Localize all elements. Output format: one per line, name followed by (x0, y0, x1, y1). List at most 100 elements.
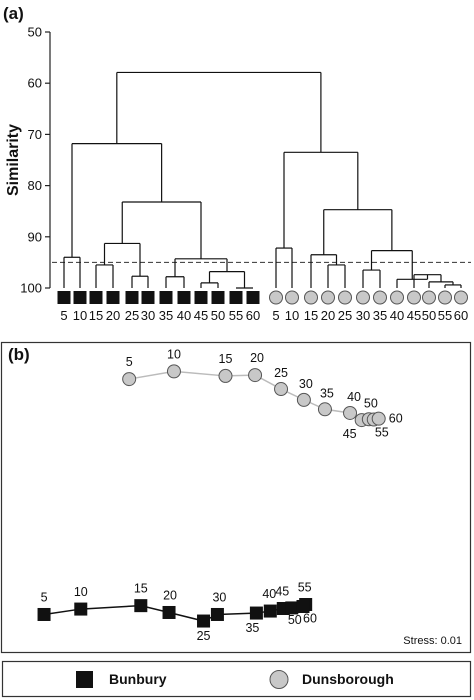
stress-annotation: Stress: 0.01 (403, 635, 462, 647)
leaf-label: 25 (338, 308, 352, 323)
dunsborough-point (296, 392, 311, 407)
dunsborough-point (274, 382, 289, 397)
y-tick-label: 90 (28, 229, 42, 244)
leaf-marker-dunsborough (422, 290, 436, 305)
bunbury-point-label: 60 (303, 612, 317, 626)
dunsborough-point (317, 402, 332, 417)
dunsborough-point (343, 405, 358, 420)
dunsborough-point (122, 372, 137, 387)
leaf-label: 15 (304, 308, 318, 323)
bunbury-point (197, 614, 211, 628)
bunbury-point-label: 50 (288, 613, 302, 627)
leaf-marker-dunsborough (373, 290, 387, 305)
leaf-label: 35 (373, 308, 387, 323)
leaf-marker-dunsborough (454, 290, 468, 305)
bunbury-point-label: 10 (74, 585, 88, 599)
leaf-label: 60 (246, 308, 260, 323)
ordination-frame (0, 341, 472, 654)
y-tick-label: 80 (28, 178, 42, 193)
bunbury-point (285, 601, 299, 615)
bunbury-point (37, 607, 51, 621)
bunbury-point (296, 600, 310, 613)
leaf-label: 30 (141, 308, 155, 323)
bunbury-point-label: 35 (245, 621, 259, 635)
leaf-marker-dunsborough (390, 290, 404, 305)
leaf-label: 15 (89, 308, 103, 323)
bunbury-point-label: 55 (298, 581, 312, 595)
dunsborough-point (371, 411, 386, 426)
leaf-label: 5 (272, 308, 279, 323)
panel-b-label: (b) (8, 345, 30, 364)
leaf-marker-dunsborough (269, 290, 283, 305)
leaf-label: 20 (321, 308, 335, 323)
bunbury-point-label: 30 (212, 590, 226, 604)
leaf-label: 5 (60, 308, 67, 323)
dunsborough-point-label: 35 (320, 386, 334, 400)
leaf-label: 55 (229, 308, 243, 323)
bunbury-point-label: 25 (197, 629, 211, 643)
dunsborough-point-label: 25 (274, 366, 288, 380)
bunbury-point-label: 40 (262, 587, 276, 601)
dunsborough-point-label: 10 (167, 347, 181, 361)
leaf-marker-bunbury (194, 291, 208, 304)
leaf-marker-dunsborough (321, 290, 335, 305)
leaf-marker-bunbury (246, 291, 260, 304)
dunsborough-point-label: 30 (299, 377, 313, 391)
leaf-label: 20 (106, 308, 120, 323)
leaf-label: 45 (407, 308, 421, 323)
y-axis-title: Similarity (5, 124, 22, 196)
leaf-marker-bunbury (73, 291, 87, 304)
leaf-label: 25 (125, 308, 139, 323)
bunbury-point-label: 15 (134, 582, 148, 596)
dunsborough-point-label: 15 (219, 352, 233, 366)
bunbury-point-label: 45 (275, 584, 289, 598)
legend-bunbury-square-icon (76, 671, 93, 688)
dunsborough-point-label: 40 (347, 390, 361, 404)
dunsborough-point-label: 5 (126, 355, 133, 369)
leaf-label: 50 (422, 308, 436, 323)
dunsborough-point (218, 368, 233, 383)
leaf-label: 10 (285, 308, 299, 323)
leaf-label: 50 (211, 308, 225, 323)
leaf-label: 40 (390, 308, 404, 323)
dunsborough-point-label: 60 (389, 412, 403, 426)
bunbury-point (74, 602, 88, 616)
legend-frame (1, 660, 472, 698)
bunbury-point (210, 607, 224, 621)
leaf-label: 30 (356, 308, 370, 323)
bunbury-point (249, 606, 263, 620)
leaf-label: 60 (454, 308, 468, 323)
leaf-marker-bunbury (159, 291, 173, 304)
dunsborough-point (248, 368, 263, 383)
panel-a-label: (a) (3, 4, 24, 23)
bunbury-point (162, 605, 176, 619)
leaf-label: 45 (194, 308, 208, 323)
leaf-marker-bunbury (106, 291, 120, 304)
legend-bunbury-label: Bunbury (109, 671, 167, 687)
dunsborough-point (166, 364, 181, 379)
leaf-marker-dunsborough (304, 290, 318, 305)
y-tick-label: 60 (28, 76, 42, 91)
leaf-label: 55 (438, 308, 452, 323)
bunbury-point-label: 5 (41, 590, 48, 604)
legend-dunsborough-circle-icon (269, 670, 289, 689)
y-tick-label: 70 (28, 127, 42, 142)
leaf-marker-bunbury (125, 291, 139, 304)
leaf-marker-bunbury (229, 291, 243, 304)
dunsborough-point-label: 55 (375, 426, 389, 440)
leaf-marker-bunbury (177, 291, 191, 304)
y-tick-label: 100 (20, 281, 42, 296)
dunsborough-point-label: 20 (250, 351, 264, 365)
leaf-marker-bunbury (57, 291, 71, 304)
leaf-label: 40 (177, 308, 191, 323)
dunsborough-point-label: 50 (364, 396, 378, 410)
bunbury-point (134, 599, 148, 613)
leaf-label: 10 (73, 308, 87, 323)
leaf-marker-dunsborough (407, 290, 421, 305)
leaf-marker-bunbury (141, 291, 155, 304)
y-tick-label: 50 (28, 25, 42, 40)
leaf-marker-bunbury (89, 291, 103, 304)
